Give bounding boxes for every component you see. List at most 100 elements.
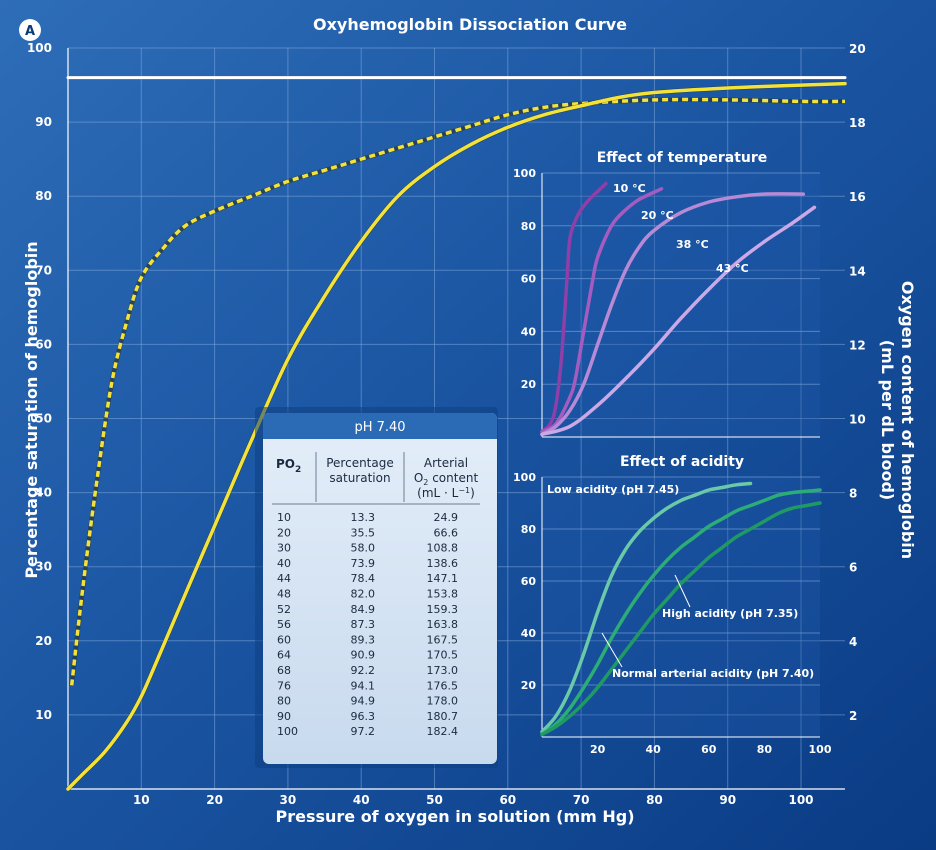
inset-series-line-1 — [540, 488, 822, 737]
table-cell-po2: 64 — [277, 649, 291, 662]
table-cell-po2: 52 — [277, 603, 291, 616]
x-tick-label: 10 — [133, 793, 150, 807]
y2-tick-label: 16 — [849, 190, 866, 204]
table-cell-arterial: 147.1 — [427, 572, 459, 585]
y-tick-label: 80 — [35, 189, 52, 203]
y2-tick-label: 2 — [849, 709, 857, 723]
table-cell-saturation: 35.5 — [351, 526, 376, 539]
x-axis-title: Pressure of oxygen in solution (mm Hg) — [275, 807, 634, 826]
table-cell-arterial: 180.7 — [427, 710, 459, 723]
table-cell-arterial: 176.5 — [427, 679, 459, 692]
x-tick-label: 30 — [280, 793, 297, 807]
data-table: pH 7.40 PO2 Percentage saturation Arteri… — [255, 407, 498, 768]
table-cell-po2: 68 — [277, 664, 291, 677]
inset-y-tick-label: 100 — [513, 471, 536, 484]
inset-series-line-2 — [540, 501, 822, 737]
col-header-saturation-line2: saturation — [329, 471, 390, 485]
table-rows: 10 13.3 24.9 20 35.5 66.6 30 58.0 108.8 40 73.9 138… — [277, 511, 458, 738]
series-line-2 — [66, 81, 847, 791]
y2-tick-label: 18 — [849, 116, 866, 130]
y-tick-label: 30 — [35, 560, 52, 574]
table-cell-po2: 44 — [277, 572, 291, 585]
y-tick-label: 60 — [35, 337, 52, 351]
table-cell-arterial: 178.0 — [427, 695, 459, 708]
inset-series-line-0 — [540, 481, 753, 734]
y2-tick-label: 10 — [849, 413, 866, 427]
col-header-arterial-line2: O2 content — [414, 471, 479, 487]
table-cell-po2: 76 — [277, 679, 291, 692]
table-cell-saturation: 87.3 — [351, 618, 376, 631]
panel-badge: A — [19, 19, 41, 41]
series-shadow — [69, 97, 846, 686]
col-header-arterial-line1: Arterial — [424, 456, 468, 470]
table-cell-arterial: 167.5 — [427, 633, 459, 646]
table-cell-saturation: 13.3 — [351, 511, 376, 524]
col-header-saturation-line1: Percentage — [326, 456, 394, 470]
table-cell-saturation: 92.2 — [351, 664, 376, 677]
y-tick-label: 20 — [35, 634, 52, 648]
series-label-leader — [601, 632, 623, 668]
series-label: High acidity (pH 7.35) — [662, 607, 798, 620]
table-cell-arterial: 182.4 — [427, 725, 459, 738]
table-cell-po2: 56 — [277, 618, 291, 631]
inset-x-tick-label: 60 — [701, 743, 717, 756]
x-tick-label: 90 — [719, 793, 736, 807]
table-cell-saturation: 82.0 — [351, 588, 376, 601]
inset-y-tick-label: 80 — [521, 523, 537, 536]
x-tick-label: 80 — [646, 793, 663, 807]
y-tick-label: 70 — [35, 263, 52, 277]
table-cell-arterial: 153.8 — [427, 588, 459, 601]
series-label: Normal arterial acidity (pH 7.40) — [612, 667, 814, 680]
y2-tick-label: 6 — [849, 561, 857, 575]
inset-x-tick-label: 20 — [590, 743, 606, 756]
y-tick-label: 10 — [35, 708, 52, 722]
inset-y-tick-label: 100 — [513, 167, 536, 180]
table-cell-saturation: 97.2 — [351, 725, 376, 738]
table-cell-saturation: 96.3 — [351, 710, 376, 723]
x-tick-label: 60 — [499, 793, 516, 807]
inset-y-tick-label: 60 — [521, 575, 537, 588]
y2-tick-label: 20 — [849, 42, 866, 56]
table-cell-po2: 100 — [277, 725, 298, 738]
table-cell-saturation: 78.4 — [351, 572, 376, 585]
table-background — [263, 413, 497, 764]
x-tick-label: 20 — [206, 793, 223, 807]
table-cell-saturation: 94.1 — [351, 679, 376, 692]
table-cell-arterial: 24.9 — [434, 511, 459, 524]
main-axes: 10 20 30 40 50 60 70 80 90 1001020304050607080901… — [27, 41, 866, 807]
inset-series-line-1 — [540, 187, 664, 434]
series-label: Low acidity (pH 7.45) — [547, 483, 679, 496]
table-cell-arterial: 108.8 — [427, 542, 459, 555]
inset-y-tick-label: 80 — [521, 220, 537, 233]
table-cell-arterial: 170.5 — [427, 649, 459, 662]
temperature-inset-title: Effect of temperature — [597, 150, 768, 166]
table-cell-po2: 30 — [277, 542, 291, 555]
inset-series-line-2 — [540, 192, 806, 437]
inset-y-tick-label: 40 — [521, 627, 537, 640]
table-cell-po2: 48 — [277, 588, 291, 601]
table-cell-arterial: 138.6 — [427, 557, 459, 570]
y2-tick-label: 8 — [849, 487, 857, 501]
table-cell-arterial: 159.3 — [427, 603, 459, 616]
panel-label: A — [25, 24, 35, 39]
inset-y-tick-label: 20 — [521, 378, 537, 391]
y-tick-label: 40 — [35, 486, 52, 500]
series-label: 10 °C — [613, 182, 646, 195]
table-cell-po2: 90 — [277, 710, 291, 723]
x-tick-label: 100 — [788, 793, 813, 807]
table-cell-saturation: 89.3 — [351, 633, 376, 646]
table-cell-saturation: 73.9 — [351, 557, 376, 570]
table-title: pH 7.40 — [354, 420, 405, 435]
series-label: 38 °C — [676, 238, 709, 251]
series-label: 43 °C — [716, 262, 749, 275]
inset-x-tick-label: 100 — [809, 743, 832, 756]
acidity-inset: 20 40 60 80 100 20 40 60 80 100 Low acidity (pH 7.… — [513, 471, 832, 756]
y-axis-title: Percentage saturation of hemoglobin — [22, 241, 41, 578]
x-tick-label: 50 — [426, 793, 443, 807]
col-header-po2: PO2 — [276, 457, 301, 475]
inset-plot-area — [542, 477, 820, 737]
inset-series-line-0 — [540, 181, 608, 434]
y2-axis-title-line1: Oxygen content of hemoglobin — [898, 281, 917, 559]
